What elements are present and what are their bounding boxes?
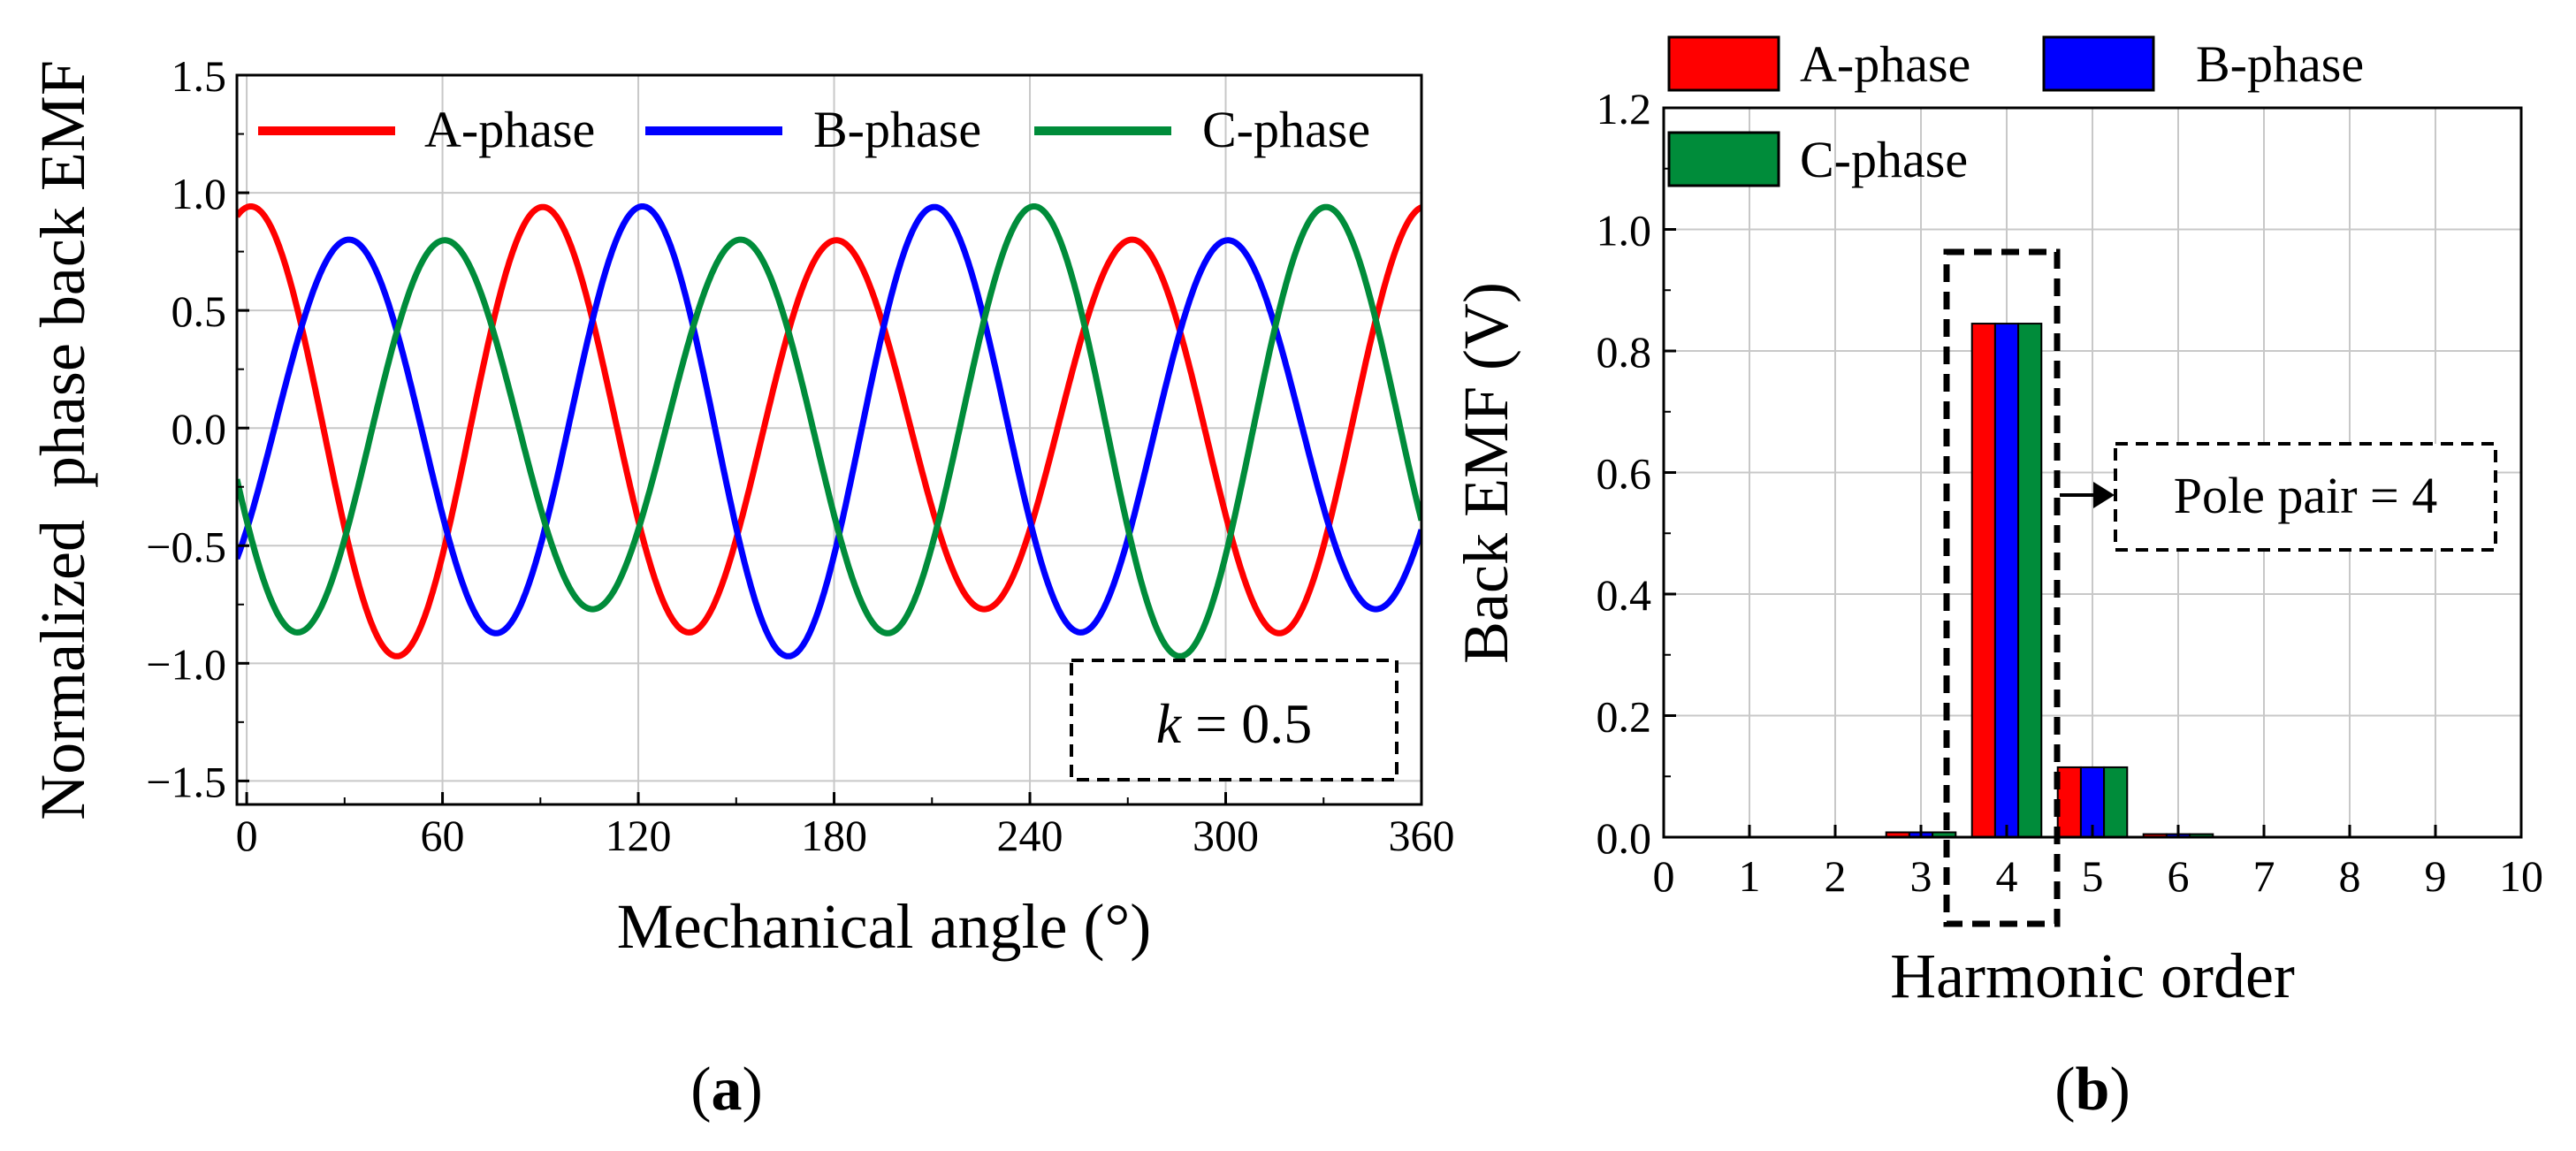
k-value: = 0.5 [1181,692,1312,755]
a-y-tick-label-5: 1.0 [171,169,227,218]
bar-h5-b-phase [2079,766,2106,838]
k-annotation-text: k = 0.5 [1156,692,1313,755]
panel-b-caption: (b) [2054,1056,2130,1124]
a-x-tick-label-1: 60 [421,811,465,860]
b-legend-label-b-phase: B-phase [2196,35,2364,93]
panel-b-bars [1885,323,2214,838]
bar-h5-a-phase [2056,766,2082,838]
panel-a-x-axis-label: Mechanical angle (°) [617,891,1151,962]
panel-b-letter: b [2076,1056,2110,1124]
a-x-tick-label-4: 240 [997,811,1063,860]
a-legend-label-c-phase: C-phase [1202,101,1370,158]
k-annotation-box [1070,659,1399,781]
bar-h4-a-phase [1970,323,1996,838]
panel-b-legend: A-phase B-phase C-phase [1667,35,2364,188]
b-legend-label-a-phase: A-phase [1800,35,1970,93]
pole-pair-arrowhead [2093,482,2115,508]
pole-pair-box [2114,442,2497,552]
b-x-tick-label-8: 8 [2339,851,2361,901]
panel-a-legend: A-phase B-phase C-phase [258,101,1370,158]
a-x-tick-label-3: 180 [801,811,867,860]
b-y-tick-label-6: 1.2 [1597,84,1652,133]
a-y-tick-label-6: 1.5 [171,51,227,101]
a-x-tick-label-0: 0 [236,811,258,860]
panel-b-y-axis-label: Back EMF (V) [1451,282,1521,664]
panel-a-plot-frame [235,73,1423,806]
bar-h4-b-phase [1993,323,2020,838]
b-legend-label-c-phase: C-phase [1800,131,1968,188]
panel-a-k-annotation: k = 0.5 [1070,659,1399,781]
b-y-tick-label-3: 0.6 [1597,449,1652,499]
panel-a-ticks: 0 60 120 180 240 300 360 −1.5 −1.0 −0.5 0.0 0.5 1.0 1… [146,51,1454,860]
b-x-tick-label-3: 3 [1910,851,1932,901]
b-x-tick-label-1: 1 [1739,851,1761,901]
b-x-tick-label-2: 2 [1825,851,1847,901]
b-x-tick-label-6: 6 [2168,851,2190,901]
pole-pair-text: Pole pair = 4 [2174,467,2438,524]
b-y-tick-label-1: 0.2 [1597,692,1652,742]
panel-b-bar-chart: 0 1 2 3 4 5 6 7 8 9 10 0.0 0.2 0.4 0.6 0.8 1.0 1.2 Pole p… [1451,35,2543,1124]
a-y-tick-label-2: −0.5 [146,522,226,571]
b-x-tick-label-4: 4 [1996,851,2018,901]
panel-a-letter: a [712,1056,743,1124]
panel-b-ticks: 0 1 2 3 4 5 6 7 8 9 10 0.0 0.2 0.4 0.6 0.8 1.0 1.2 [1597,84,2544,901]
a-y-tick-label-4: 0.5 [171,286,227,336]
a-x-tick-label-2: 120 [606,811,672,860]
b-x-tick-label-5: 5 [2082,851,2104,901]
b-legend-swatch-c-phase [1667,131,1780,187]
b-x-tick-label-10: 10 [2499,851,2543,901]
b-y-tick-label-0: 0.0 [1597,813,1652,863]
a-legend-label-a-phase: A-phase [424,101,595,158]
bar-h5-c-phase [2103,766,2129,838]
a-x-tick-label-6: 360 [1389,811,1455,860]
a-y-tick-label-0: −1.5 [146,757,226,806]
b-x-tick-label-0: 0 [1653,851,1675,901]
panel-b-x-axis-label: Harmonic order [1890,941,2295,1011]
harmonic-4-highlight-box [1943,248,2061,927]
a-x-tick-label-5: 300 [1193,811,1259,860]
k-symbol: k [1156,692,1183,755]
b-y-tick-label-5: 1.0 [1597,206,1652,255]
b-x-tick-label-7: 7 [2253,851,2275,901]
b-y-tick-label-2: 0.4 [1597,570,1652,620]
series-line-b-phase [237,203,1421,659]
a-y-tick-label-1: −1.0 [146,639,226,689]
b-legend-swatch-b-phase [2042,35,2155,92]
bar-h4-c-phase [2017,323,2043,838]
panel-a-caption: (a) [690,1056,763,1124]
panel-a-series [237,203,1421,659]
panel-a-line-chart: 0 60 120 180 240 300 360 −1.5 −1.0 −0.5 0.0 0.5 1.0 1… [27,51,1455,1124]
b-legend-swatch-a-phase [1667,35,1780,92]
b-x-tick-label-9: 9 [2425,851,2447,901]
series-line-a-phase [237,203,1421,659]
a-y-tick-label-3: 0.0 [171,404,227,454]
pole-pair-annotation: Pole pair = 4 [2060,442,2497,552]
series-line-c-phase [237,203,1421,659]
a-legend-label-b-phase: B-phase [813,101,981,158]
panel-a-y-axis-label: Normalized phase back EMF [27,60,98,820]
b-y-tick-label-4: 0.8 [1597,327,1652,377]
